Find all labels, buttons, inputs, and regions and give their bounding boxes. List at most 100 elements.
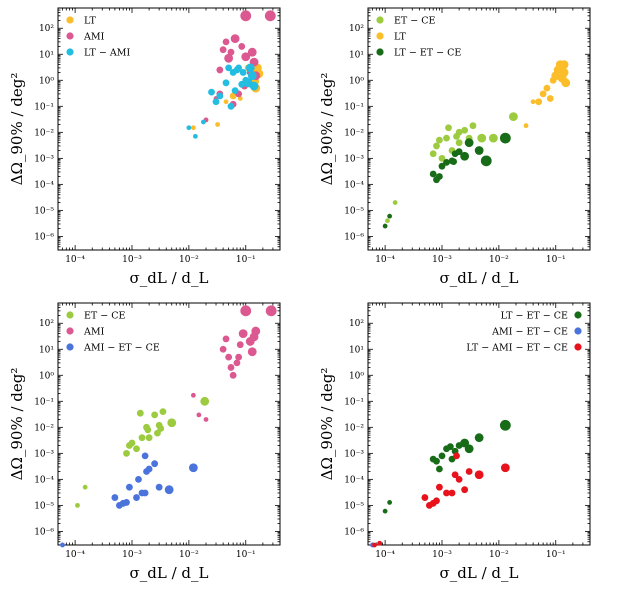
data-point	[455, 475, 463, 483]
x-tick-label: 10⁻¹	[546, 255, 566, 265]
data-point	[249, 81, 259, 91]
legend-label: ET − CE	[84, 311, 126, 322]
data-point	[455, 128, 463, 136]
data-point	[236, 341, 244, 349]
legend-marker	[66, 311, 74, 319]
data-point	[464, 444, 474, 454]
data-point	[530, 99, 536, 105]
data-point	[141, 489, 149, 497]
data-point	[224, 53, 234, 63]
y-tick-label: 10⁻⁵	[34, 501, 54, 511]
series-ami-et-ce	[60, 452, 198, 548]
legend-label: AMI	[83, 32, 105, 43]
data-point	[200, 396, 210, 406]
data-point	[464, 138, 474, 148]
data-point	[443, 158, 450, 166]
y-tick-label: 10⁻¹	[34, 102, 54, 112]
legend-marker	[574, 327, 582, 335]
data-point	[111, 494, 119, 501]
series-lt-ami	[186, 63, 259, 139]
y-tick-label: 10⁻²	[344, 128, 364, 138]
data-point	[559, 60, 569, 70]
panel-bottom-left: 10⁻⁴ 10⁻³ 10⁻² 10⁻¹ 10⁻⁶ 10⁻⁵ 10⁻⁴ 10⁻³ 10⁻² 10⁻¹…	[8, 302, 281, 582]
x-tick-label: 10⁻²	[489, 550, 509, 560]
y-tick-label: 10⁻³	[34, 154, 54, 164]
y-tick-label: 10¹	[39, 345, 54, 355]
data-point	[539, 90, 547, 98]
data-point	[443, 489, 450, 497]
data-point	[480, 155, 492, 167]
data-point	[222, 38, 230, 46]
x-tick-label: 10⁻⁴	[375, 255, 395, 265]
data-point	[75, 502, 80, 508]
data-point	[151, 411, 159, 419]
data-point	[446, 443, 454, 451]
data-point	[135, 475, 142, 483]
data-point	[239, 69, 247, 76]
data-point	[240, 305, 252, 317]
data-point	[223, 99, 229, 105]
x-tick-label: 10⁻³	[432, 550, 452, 560]
data-point	[241, 52, 251, 62]
data-point	[216, 66, 224, 74]
legend-marker	[66, 343, 74, 351]
y-tick-label: 10²	[349, 319, 364, 329]
data-point	[82, 484, 88, 490]
legend-label: AMI	[83, 327, 105, 338]
x-tick-label: 10⁻³	[122, 255, 142, 265]
data-point	[231, 87, 239, 95]
data-point	[429, 170, 437, 178]
data-point	[225, 353, 233, 361]
plot-frame	[367, 7, 591, 251]
x-tick-label: 10⁻²	[489, 255, 509, 265]
y-tick-label: 10⁰	[39, 76, 54, 86]
x-tick-label: 10⁻⁴	[65, 550, 85, 560]
legend-marker	[376, 48, 384, 56]
y-axis-label: ΔΩ_90% / deg²	[318, 368, 336, 481]
data-point	[385, 218, 390, 224]
data-point	[453, 452, 460, 460]
plot-frame	[57, 302, 281, 546]
legend-label: LT	[394, 32, 407, 43]
legend-marker	[66, 32, 74, 40]
data-point	[377, 540, 383, 546]
data-point	[443, 134, 450, 142]
data-point	[433, 142, 440, 150]
series-et-ce	[385, 112, 518, 224]
data-point	[190, 125, 196, 131]
x-axis-label: σ_dL / d_L	[130, 269, 209, 287]
series-lt-et-ce	[382, 132, 511, 229]
data-point	[387, 500, 393, 505]
legend-label: AMI − ET − CE	[83, 343, 160, 354]
legend-label: AMI − ET − CE	[491, 327, 568, 338]
data-point	[382, 223, 388, 229]
data-point	[499, 419, 511, 431]
y-tick-label: 10²	[39, 24, 54, 34]
legend-label: LT − AMI	[84, 48, 130, 59]
data-point	[435, 173, 443, 180]
data-point	[188, 463, 198, 473]
data-point	[264, 10, 276, 22]
data-point	[144, 426, 152, 434]
data-point	[141, 452, 149, 460]
x-tick-label: 10⁻²	[179, 550, 199, 560]
y-tick-label: 10⁻⁴	[344, 475, 364, 485]
y-tick-label: 10⁻⁶	[344, 527, 364, 537]
data-point	[435, 465, 443, 473]
data-point	[203, 417, 209, 422]
y-tick-label: 10¹	[349, 50, 364, 60]
data-point	[123, 499, 130, 506]
data-point	[215, 122, 221, 127]
data-point	[421, 494, 429, 501]
data-point	[164, 485, 174, 495]
data-point	[233, 359, 241, 367]
data-point	[159, 408, 167, 416]
x-axis-label: σ_dL / d_L	[130, 564, 209, 582]
data-point	[245, 63, 255, 73]
y-tick-label: 10⁻³	[344, 154, 364, 164]
data-point	[450, 158, 458, 165]
legend-marker	[376, 16, 384, 24]
data-point	[247, 347, 257, 357]
data-point	[387, 213, 393, 219]
